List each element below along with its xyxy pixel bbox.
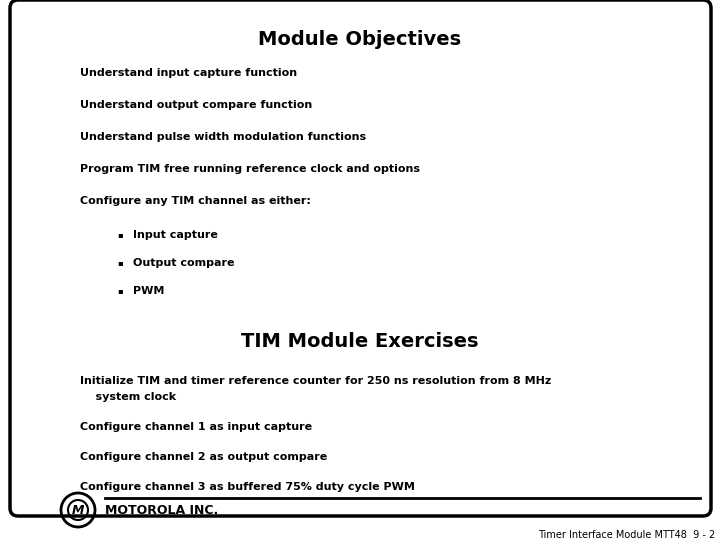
Text: M: M — [72, 504, 84, 517]
Text: Module Objectives: Module Objectives — [258, 30, 461, 49]
Text: PWM: PWM — [133, 286, 164, 296]
Text: Configure any TIM channel as either:: Configure any TIM channel as either: — [80, 196, 311, 206]
Text: Understand pulse width modulation functions: Understand pulse width modulation functi… — [80, 132, 366, 142]
Text: Understand input capture function: Understand input capture function — [80, 68, 297, 78]
Text: Initialize TIM and timer reference counter for 250 ns resolution from 8 MHz: Initialize TIM and timer reference count… — [80, 376, 552, 386]
Text: MOTOROLA INC.: MOTOROLA INC. — [105, 504, 218, 517]
Text: ▪: ▪ — [118, 286, 123, 295]
Text: Understand output compare function: Understand output compare function — [80, 100, 312, 110]
Text: ▪: ▪ — [118, 258, 123, 267]
Text: ▪: ▪ — [118, 230, 123, 239]
Text: Configure channel 2 as output compare: Configure channel 2 as output compare — [80, 452, 327, 462]
Text: Input capture: Input capture — [133, 230, 218, 240]
FancyBboxPatch shape — [10, 0, 711, 516]
Text: Timer Interface Module MTT48  9 - 2: Timer Interface Module MTT48 9 - 2 — [538, 530, 715, 540]
Text: Output compare: Output compare — [133, 258, 234, 268]
Text: TIM Module Exercises: TIM Module Exercises — [242, 332, 479, 351]
Text: Configure channel 3 as buffered 75% duty cycle PWM: Configure channel 3 as buffered 75% duty… — [80, 482, 415, 492]
Text: Program TIM free running reference clock and options: Program TIM free running reference clock… — [80, 164, 420, 174]
Text: Configure channel 1 as input capture: Configure channel 1 as input capture — [80, 422, 312, 432]
Text: system clock: system clock — [80, 392, 176, 402]
